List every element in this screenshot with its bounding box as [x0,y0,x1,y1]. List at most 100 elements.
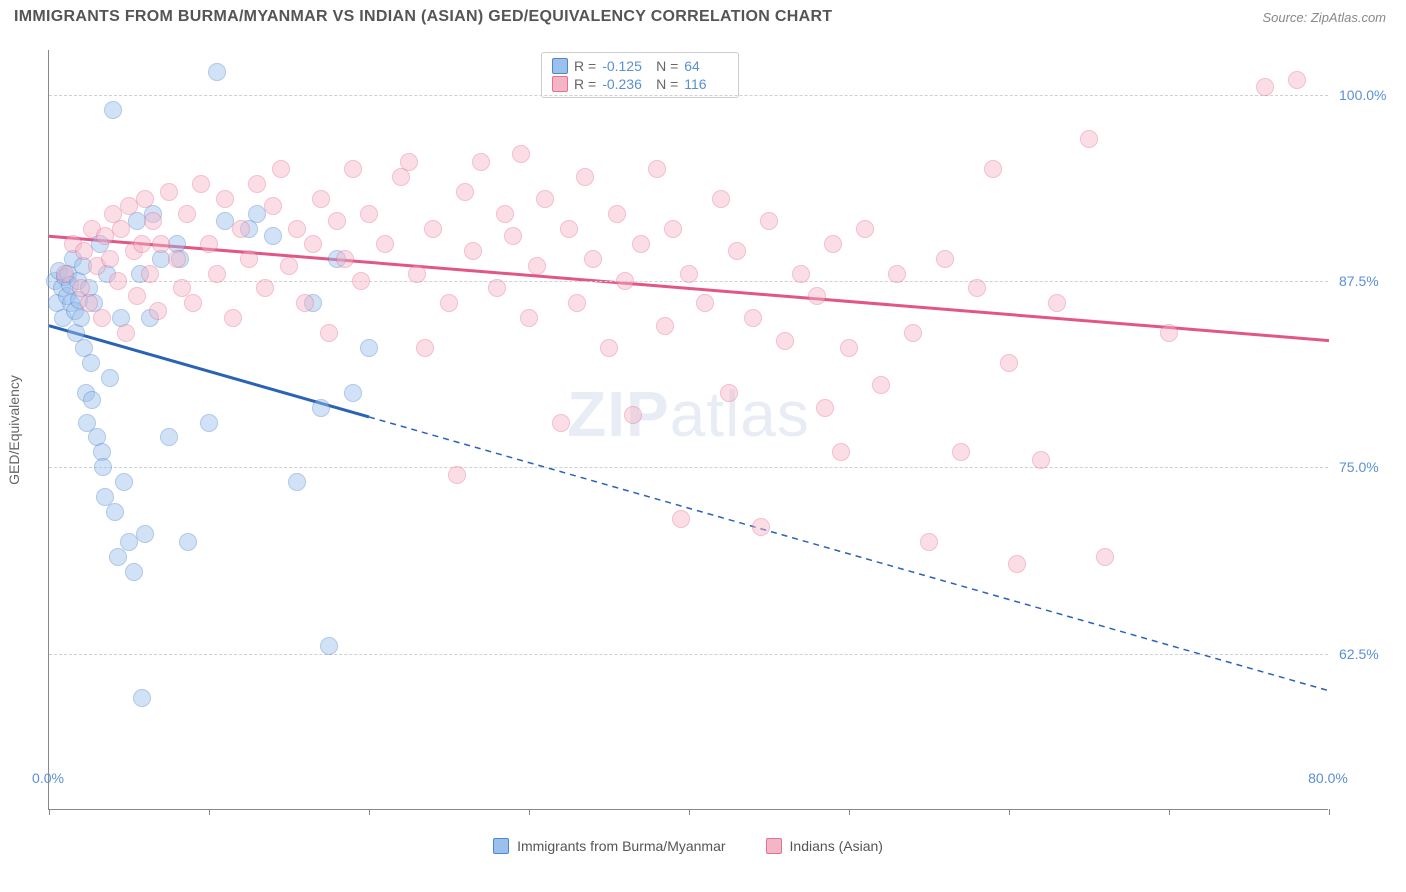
data-point-indian [872,376,890,394]
data-point-indian [952,443,970,461]
data-point-indian [840,339,858,357]
xtick [1169,809,1170,815]
data-point-indian [968,279,986,297]
data-point-indian [464,242,482,260]
data-point-indian [168,250,186,268]
legend-swatch-indian [552,76,568,92]
data-point-indian [488,279,506,297]
data-point-burma [160,428,178,446]
data-point-indian [200,235,218,253]
data-point-indian [264,197,282,215]
data-point-indian [144,212,162,230]
data-point-indian [1008,555,1026,573]
xtick [1009,809,1010,815]
data-point-burma [312,399,330,417]
data-point-indian [440,294,458,312]
data-point-indian [80,294,98,312]
data-point-indian [304,235,322,253]
data-point-burma [82,354,100,372]
data-point-indian [528,257,546,275]
data-point-burma [320,637,338,655]
legend-swatch-burma [552,58,568,74]
data-point-indian [376,235,394,253]
data-point-indian [632,235,650,253]
data-point-indian [1096,548,1114,566]
data-point-indian [75,242,93,260]
gridline-h [49,95,1328,96]
data-point-indian [984,160,1002,178]
data-point-indian [312,190,330,208]
data-point-indian [512,145,530,163]
data-point-burma [360,339,378,357]
legend-item-burma: Immigrants from Burma/Myanmar [493,838,725,854]
legend-swatch-burma [493,838,509,854]
data-point-indian [352,272,370,290]
data-point-indian [1288,71,1306,89]
regression-line-dashed-burma [369,417,1329,691]
n-label: N = [652,76,678,92]
data-point-indian [112,220,130,238]
y-axis-label: GED/Equivalency [6,375,22,485]
data-point-indian [248,175,266,193]
data-point-indian [760,212,778,230]
data-point-indian [624,406,642,424]
data-point-indian [1160,324,1178,342]
data-point-indian [141,265,159,283]
data-point-indian [101,250,119,268]
data-point-indian [712,190,730,208]
data-point-indian [416,339,434,357]
data-point-indian [560,220,578,238]
data-point-indian [1080,130,1098,148]
data-point-indian [584,250,602,268]
data-point-indian [936,250,954,268]
data-point-indian [136,190,154,208]
data-point-indian [776,332,794,350]
xtick [529,809,530,815]
data-point-indian [856,220,874,238]
data-point-indian [208,265,226,283]
data-point-indian [456,183,474,201]
data-point-indian [288,220,306,238]
data-point-burma [115,473,133,491]
xtick [209,809,210,815]
xtick [689,809,690,815]
data-point-indian [448,466,466,484]
legend-swatch-indian [766,838,782,854]
r-label: R = [574,58,596,74]
legend-label: Indians (Asian) [790,838,883,854]
data-point-burma [101,369,119,387]
data-point-burma [83,391,101,409]
data-point-indian [408,265,426,283]
data-point-indian [272,160,290,178]
n-label: N = [652,58,678,74]
data-point-indian [728,242,746,260]
data-point-indian [296,294,314,312]
data-point-indian [696,294,714,312]
r-value: -0.236 [602,76,646,92]
chart-title: IMMIGRANTS FROM BURMA/MYANMAR VS INDIAN … [14,8,832,26]
xtick [1329,809,1330,815]
data-point-indian [472,153,490,171]
xtick [49,809,50,815]
data-point-indian [336,250,354,268]
data-point-indian [552,414,570,432]
ytick-label: 100.0% [1339,87,1386,103]
data-point-indian [160,183,178,201]
data-point-indian [344,160,362,178]
data-point-indian [184,294,202,312]
legend-stats-box: R =-0.125 N =64R =-0.236 N =116 [541,52,739,98]
legend-label: Immigrants from Burma/Myanmar [517,838,725,854]
data-point-burma [264,227,282,245]
r-label: R = [574,76,596,92]
chart-area: ZIPatlas R =-0.125 N =64R =-0.236 N =116… [48,50,1328,810]
data-point-indian [1032,451,1050,469]
gridline-h [49,467,1328,468]
data-point-indian [520,309,538,327]
data-point-burma [208,63,226,81]
data-point-indian [256,279,274,297]
data-point-burma [106,503,124,521]
data-point-indian [320,324,338,342]
data-point-indian [424,220,442,238]
data-point-indian [576,168,594,186]
legend-stats-row-indian: R =-0.236 N =116 [552,75,728,93]
